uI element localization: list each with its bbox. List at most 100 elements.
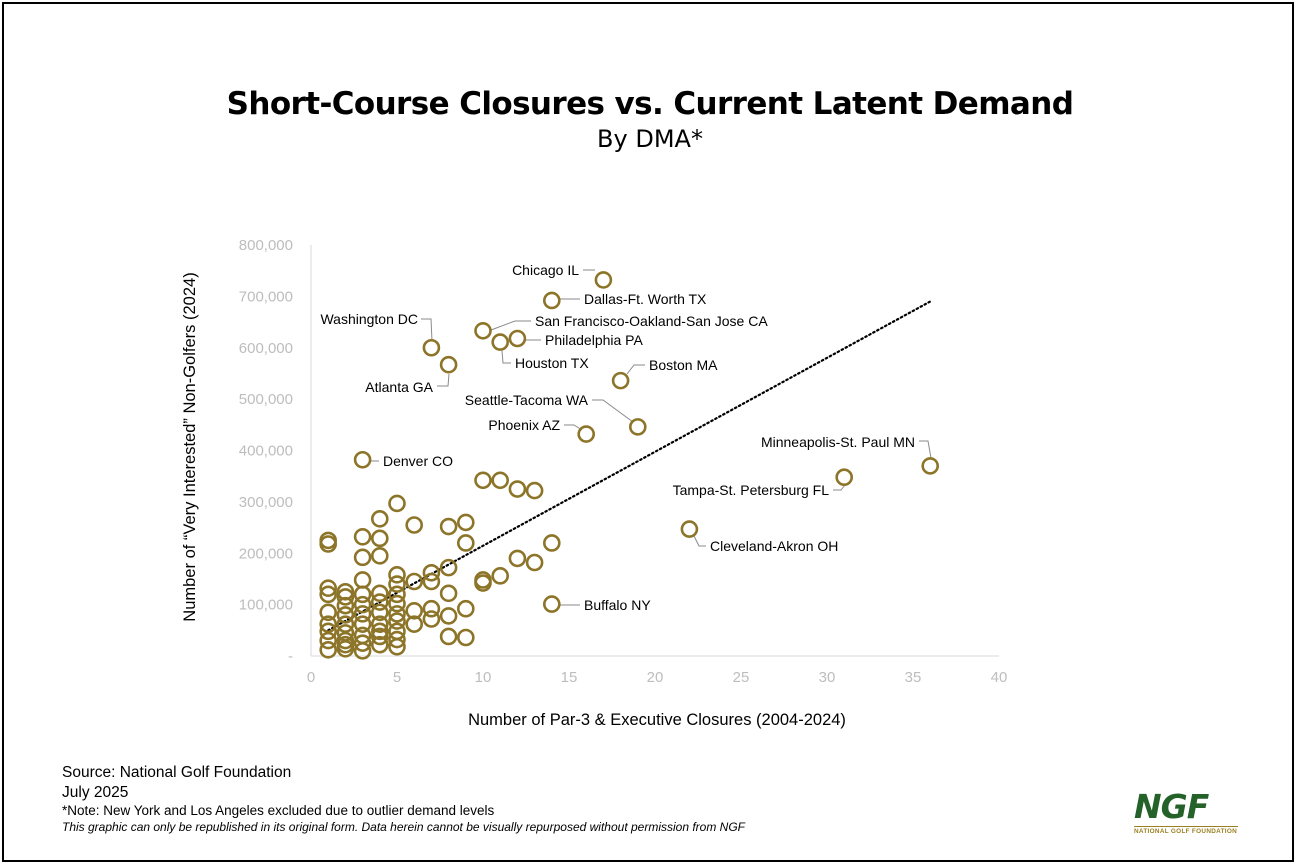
data-point <box>319 535 338 553</box>
data-point <box>422 610 441 628</box>
data-point <box>370 622 389 641</box>
data-point <box>456 599 475 618</box>
data-point <box>508 480 527 498</box>
data-point <box>525 481 544 500</box>
data-point <box>370 603 389 622</box>
labeled-data-point <box>594 271 613 289</box>
y-tick-label: 300,000 <box>239 494 293 511</box>
data-point <box>370 627 389 646</box>
data-point <box>439 517 458 536</box>
data-point <box>336 615 355 633</box>
chart-subtitle: By DMA* <box>597 125 703 153</box>
data-point <box>319 631 338 650</box>
annotation-leader-line <box>564 424 583 431</box>
data-point <box>405 615 424 633</box>
point-annotation-label: Buffalo NY <box>584 597 651 613</box>
labeled-data-point <box>422 338 441 357</box>
data-point <box>542 534 561 552</box>
data-point <box>336 596 355 615</box>
data-point <box>525 553 544 572</box>
data-point <box>388 637 406 656</box>
data-point <box>422 563 441 582</box>
annotation-leader-line <box>437 373 450 387</box>
chart-title: Short-Course Closures vs. Current Latent… <box>226 86 1074 122</box>
logo-text: NGF <box>1134 787 1209 826</box>
point-annotation-label: Dallas-Ft. Worth TX <box>584 291 707 307</box>
point-annotation-label: Washington DC <box>320 311 418 327</box>
data-point <box>319 585 338 604</box>
data-point <box>405 572 424 591</box>
data-point <box>491 471 510 490</box>
data-point <box>319 622 338 641</box>
data-point <box>370 615 389 633</box>
data-point <box>336 606 355 624</box>
data-point <box>353 642 372 660</box>
ngf-logo: NGF NATIONAL GOLF FOUNDATION <box>1134 790 1238 840</box>
note-line: *Note: New York and Los Angeles excluded… <box>62 803 495 818</box>
labeled-data-point <box>835 468 854 487</box>
date-line: July 2025 <box>62 784 129 801</box>
point-annotation-label: Minneapolis-St. Paul MN <box>761 434 915 450</box>
labeled-data-point <box>921 457 940 475</box>
x-tick-label: 15 <box>561 669 578 686</box>
point-annotation-label: Chicago IL <box>512 262 579 278</box>
point-annotation-label: Denver CO <box>383 453 453 469</box>
data-point <box>388 566 406 584</box>
point-annotation-label: Atlanta GA <box>365 379 433 395</box>
annotation-leader-line <box>693 535 706 547</box>
data-point <box>370 635 389 654</box>
annotation-leader-line <box>501 350 511 364</box>
data-point <box>370 510 389 528</box>
data-point <box>456 534 475 552</box>
data-point <box>388 605 406 623</box>
y-tick-label: - <box>288 648 293 665</box>
x-tick-label: 0 <box>307 669 315 686</box>
annotation-leader-line <box>626 364 645 375</box>
labeled-data-point <box>611 371 630 390</box>
data-point <box>422 572 441 591</box>
x-tick-label: 25 <box>733 669 750 686</box>
data-point <box>491 567 510 585</box>
data-point <box>336 635 355 654</box>
data-point <box>439 584 458 603</box>
point-annotation-label: Seattle-Tacoma WA <box>465 392 589 408</box>
data-point <box>353 548 372 567</box>
data-point <box>353 634 372 652</box>
y-tick-label: 800,000 <box>239 237 293 254</box>
data-point <box>319 641 338 659</box>
data-point <box>319 603 338 622</box>
data-point <box>388 585 406 604</box>
data-point <box>370 593 389 611</box>
x-tick-label: 40 <box>991 669 1008 686</box>
y-tick-label: 500,000 <box>239 391 293 408</box>
labeled-data-point <box>474 321 492 340</box>
data-point <box>388 494 406 513</box>
data-point <box>353 528 372 546</box>
y-tick-label: 200,000 <box>239 545 293 562</box>
labeled-data-point <box>628 418 647 436</box>
point-annotation-label: Boston MA <box>649 357 718 373</box>
x-tick-label: 5 <box>393 669 401 686</box>
y-tick-label: 600,000 <box>239 340 293 357</box>
disclaimer-line: This graphic can only be republished in … <box>62 820 745 834</box>
data-point <box>370 547 389 565</box>
data-point <box>388 594 406 613</box>
x-axis-title: Number of Par-3 & Executive Closures (20… <box>468 711 846 729</box>
x-tick-label: 10 <box>475 669 492 686</box>
data-point <box>353 605 372 623</box>
data-point <box>456 628 475 647</box>
data-point <box>353 585 372 604</box>
point-annotation-label: Houston TX <box>515 355 589 371</box>
annotation-leader-line <box>421 318 433 342</box>
annotation-leader-line <box>490 320 531 331</box>
y-tick-label: 100,000 <box>239 597 293 614</box>
data-point <box>388 575 406 593</box>
data-point <box>319 615 338 633</box>
y-tick-label: 400,000 <box>239 443 293 460</box>
data-point <box>422 599 441 618</box>
y-axis-title: Number of “Very Interested” Non-Golfers … <box>181 272 199 621</box>
point-annotation-label: San Francisco-Oakland-San Jose CA <box>535 313 768 329</box>
labeled-data-point <box>680 520 699 538</box>
